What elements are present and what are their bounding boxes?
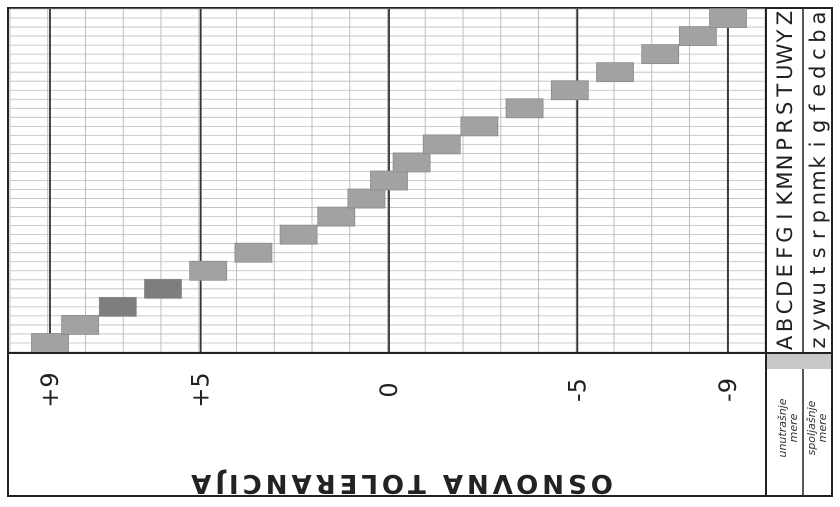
inner-letter: Z xyxy=(773,11,797,25)
inner-letter: M xyxy=(773,171,797,189)
tolerance-bar xyxy=(189,260,228,281)
inner-letter: E xyxy=(773,264,797,277)
tolerance-bar xyxy=(98,296,137,317)
tolerance-bar xyxy=(347,188,386,209)
outer-letter: k xyxy=(806,156,830,169)
tolerance-label: +9 xyxy=(36,372,64,407)
inner-letter: G xyxy=(773,227,797,243)
tolerance-bar xyxy=(31,333,69,353)
tolerance-bar xyxy=(392,152,431,173)
outer-letter: c xyxy=(806,48,830,60)
outer-letter: u xyxy=(806,282,830,295)
tolerance-bar xyxy=(550,80,589,101)
tolerance-label: -5 xyxy=(563,378,591,402)
outer-letter: n xyxy=(806,192,830,205)
outer-letter: w xyxy=(806,298,830,315)
tolerance-bar xyxy=(61,315,100,335)
outer-letter: y xyxy=(806,319,830,331)
outer-letter: f xyxy=(806,104,830,112)
inner-letter: Y xyxy=(773,29,797,43)
inner-letter: W xyxy=(773,44,797,65)
outer-label-line1: spoljašnje xyxy=(805,400,818,455)
outer-frame xyxy=(7,7,833,497)
tolerance-bar xyxy=(370,170,408,191)
outer-letter: g xyxy=(806,120,830,133)
outer-letter: s xyxy=(806,247,830,258)
tolerance-bars xyxy=(31,8,747,353)
tolerance-bar xyxy=(234,242,273,263)
inner-label-line1: unutrašnje xyxy=(776,398,789,457)
outer-label-line2: mere xyxy=(816,413,829,442)
tolerance-bar xyxy=(144,278,182,299)
outer-letter: e xyxy=(806,84,830,97)
tolerance-labels: +9 +5 0 -5 -9 xyxy=(36,372,742,407)
inner-letter: B xyxy=(773,318,797,332)
outer-letter: r xyxy=(806,230,830,239)
tolerance-label: 0 xyxy=(375,382,403,397)
inner-letter: D xyxy=(773,281,797,297)
inner-letter: U xyxy=(773,64,797,79)
tolerance-bar xyxy=(422,134,461,155)
tolerance-bar xyxy=(460,116,499,137)
inner-letter: C xyxy=(773,300,797,315)
outer-letter: m xyxy=(806,170,830,190)
tolerance-bar xyxy=(317,206,356,227)
outer-letter: b xyxy=(806,29,830,42)
inner-letter: I xyxy=(773,214,797,220)
outer-letter: i xyxy=(806,141,830,147)
inner-letter: S xyxy=(773,102,797,115)
inner-letter: P xyxy=(773,138,797,151)
tolerance-bar xyxy=(596,62,634,83)
inner-letter: R xyxy=(773,119,797,134)
inner-letter: T xyxy=(773,84,797,98)
grid xyxy=(9,8,766,353)
tolerance-label: -9 xyxy=(714,378,742,402)
tolerance-bar xyxy=(709,8,747,28)
inner-letter: A xyxy=(773,335,797,350)
tolerance-label: +5 xyxy=(187,372,215,407)
tolerance-bar xyxy=(505,98,544,119)
outer-letter: z xyxy=(806,337,830,348)
tolerance-bar xyxy=(279,224,318,245)
outer-letter: a xyxy=(806,12,830,25)
outer-letter: d xyxy=(806,66,830,79)
outer-letter: t xyxy=(806,267,830,275)
inner-letter: K xyxy=(773,190,797,205)
diagram-title: OSNOVNA TOLERANCIJA xyxy=(187,468,613,498)
outer-letter: p xyxy=(806,210,830,223)
tolerance-bar xyxy=(678,26,717,46)
tolerance-bar xyxy=(641,44,680,65)
letter-panel-header xyxy=(767,354,831,369)
inner-letter: N xyxy=(773,155,797,171)
inner-letter: F xyxy=(773,247,797,259)
inner-label-line2: mere xyxy=(787,413,800,442)
